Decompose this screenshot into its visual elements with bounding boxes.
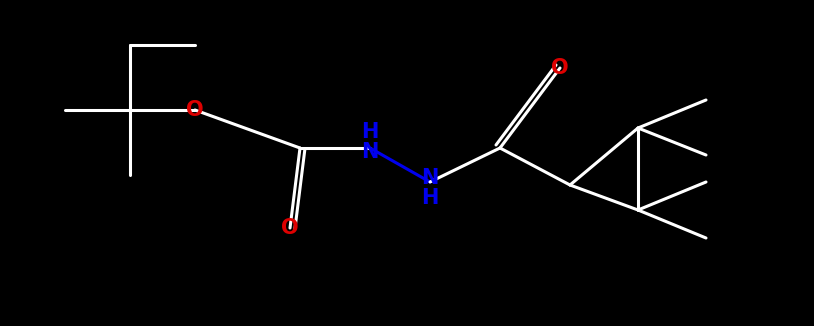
- Text: N: N: [422, 168, 439, 188]
- Text: O: O: [281, 218, 299, 238]
- Text: H: H: [361, 122, 379, 142]
- Text: O: O: [186, 100, 204, 120]
- Text: O: O: [551, 58, 569, 78]
- Text: H: H: [422, 188, 439, 208]
- Text: N: N: [361, 142, 379, 162]
